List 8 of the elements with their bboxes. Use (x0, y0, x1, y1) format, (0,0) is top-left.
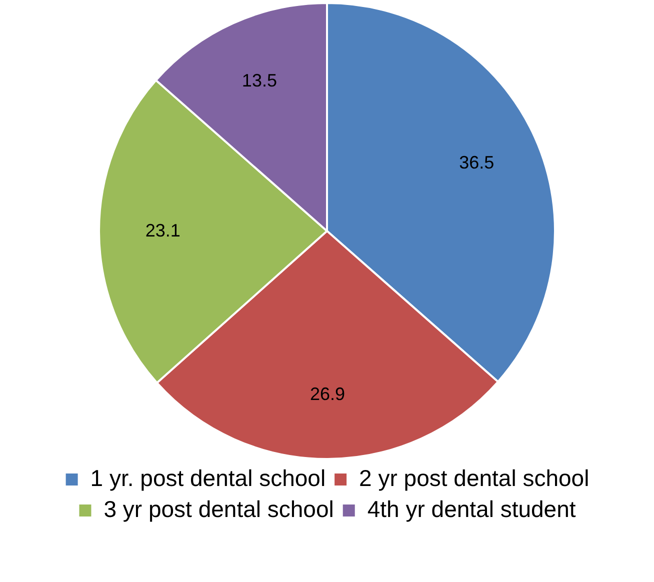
legend-label: 3 yr post dental school (104, 496, 334, 522)
data-label: 36.5 (459, 152, 494, 172)
data-label: 26.9 (310, 384, 346, 404)
data-label: 23.1 (145, 220, 180, 240)
data-label: 13.5 (242, 70, 277, 90)
legend-label: 4th yr dental student (367, 496, 576, 522)
legend-label: 1 yr. post dental school (90, 464, 326, 491)
legend-label: 2 yr post dental school (359, 464, 590, 491)
